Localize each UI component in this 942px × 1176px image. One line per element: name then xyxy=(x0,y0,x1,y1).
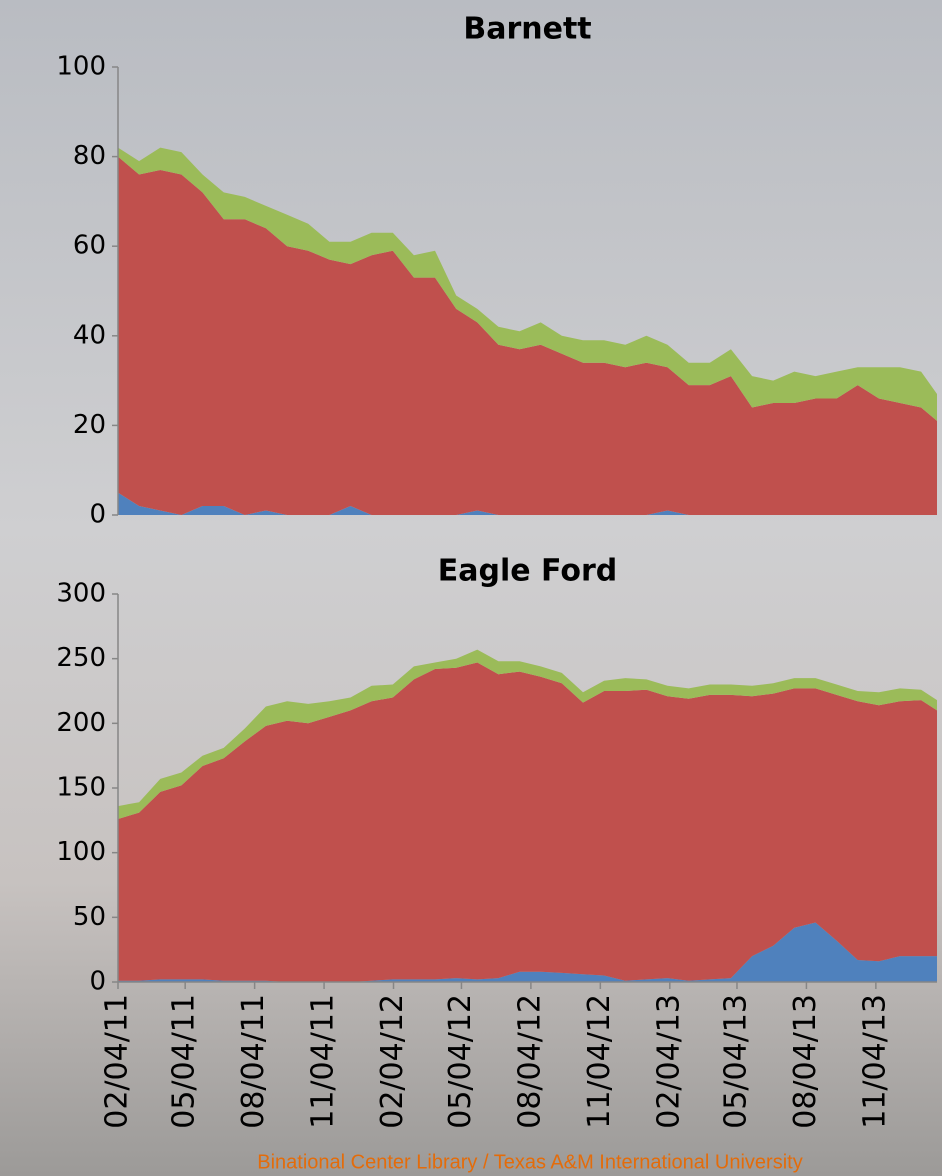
y-tick-label: 20 xyxy=(73,410,106,440)
y-tick-label: 150 xyxy=(56,773,106,803)
y-tick-label: 80 xyxy=(73,141,106,171)
y-tick-label: 50 xyxy=(73,902,106,932)
y-tick-label: 250 xyxy=(56,643,106,673)
chart-title: Eagle Ford xyxy=(438,554,617,589)
chart-title: Barnett xyxy=(463,12,591,47)
x-tick-label: 08/04/13 xyxy=(788,994,823,1129)
area xyxy=(118,492,937,515)
x-tick-label: 11/04/11 xyxy=(306,994,341,1129)
x-tick-label: 08/04/11 xyxy=(236,994,271,1129)
area xyxy=(118,662,937,982)
area xyxy=(118,649,937,819)
x-tick-label: 05/04/11 xyxy=(167,994,202,1129)
footer: Binational Center Library / Texas A&M In… xyxy=(257,1151,802,1173)
x-tick-label: 05/04/13 xyxy=(718,994,753,1129)
y-tick-label: 60 xyxy=(73,231,106,261)
x-tick-label: 11/04/12 xyxy=(582,994,617,1129)
y-tick-label: 0 xyxy=(89,500,106,530)
y-tick-label: 300 xyxy=(56,579,106,609)
x-tick-label: 11/04/13 xyxy=(857,994,892,1129)
y-tick-label: 200 xyxy=(56,708,106,738)
area xyxy=(118,922,937,982)
x-tick-label: 02/04/13 xyxy=(651,994,686,1129)
y-tick-label: 40 xyxy=(73,320,106,350)
y-tick-label: 100 xyxy=(56,837,106,867)
x-tick-label: 05/04/12 xyxy=(443,994,478,1129)
y-tick-label: 100 xyxy=(56,52,106,82)
area xyxy=(118,147,937,421)
area xyxy=(118,156,937,515)
x-tick-label: 08/04/12 xyxy=(512,994,547,1129)
y-tick-label: 0 xyxy=(89,967,106,997)
x-tick-label: 02/04/11 xyxy=(100,994,135,1129)
x-tick-label: 02/04/12 xyxy=(375,994,410,1129)
